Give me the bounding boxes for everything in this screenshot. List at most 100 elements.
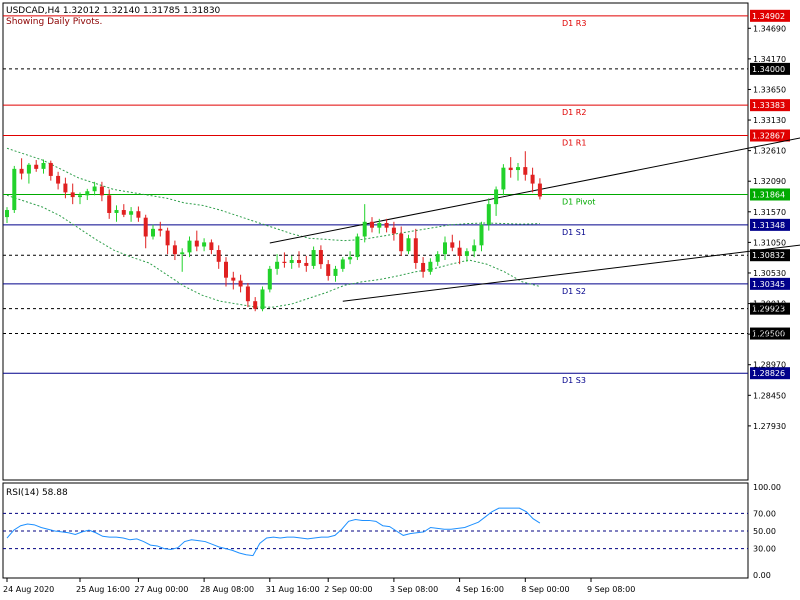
chart-symbol-line: USDCAD,H4 1.32012 1.32140 1.31785 1.3183… (6, 6, 221, 16)
rsi-tick-label: 30.00 (753, 545, 776, 554)
time-tick-label: 31 Aug 16:00 (266, 585, 320, 594)
time-axis: 24 Aug 2020 25 Aug 16:00 27 Aug 00:00 28 Au… (3, 578, 635, 594)
pivot-price-label: 1.28826 (752, 369, 785, 378)
candle-body (85, 191, 90, 196)
pivot-price-tag (750, 188, 790, 201)
candle-body (56, 175, 61, 184)
candle-body (114, 210, 119, 213)
candle-body (253, 301, 258, 309)
candle-body (501, 167, 506, 190)
pivot-name-label: D1 R1 (562, 139, 586, 148)
pivot-price-tag (750, 277, 790, 290)
pivot-price-tag (750, 218, 790, 231)
candle-body (63, 183, 68, 193)
time-tick-label: 24 Aug 2020 (3, 585, 54, 594)
candle-body (450, 242, 455, 248)
candle-body (12, 168, 17, 211)
candle-body (245, 286, 250, 302)
candle-body (311, 250, 316, 266)
candle-body (304, 262, 309, 266)
pivot-name-label: D1 S1 (562, 228, 586, 237)
candle-body (340, 259, 345, 269)
candle-body (19, 168, 24, 174)
candle-body (362, 221, 367, 237)
candle-body (391, 227, 396, 234)
main-panel-frame (2, 2, 749, 481)
time-tick-label: 28 Aug 08:00 (200, 585, 254, 594)
candle-body (326, 264, 331, 276)
candle-body (428, 261, 433, 272)
price-tick-label: 1.32090 (753, 177, 786, 186)
candle-body (216, 250, 221, 262)
candle-body (384, 222, 389, 228)
pivot-price-tag (750, 249, 790, 262)
candle-body (224, 261, 228, 278)
time-tick-label: 25 Aug 16:00 (76, 585, 130, 594)
candle-body (516, 167, 520, 171)
pivot-price-label: 1.29500 (752, 330, 785, 339)
price-tick-label: 1.32610 (753, 147, 786, 156)
candle-body (92, 186, 97, 192)
candle-body (443, 242, 447, 255)
candle-body (399, 233, 404, 252)
candle-body (486, 204, 491, 225)
candle-body (5, 210, 9, 218)
pivot-price-tag (750, 99, 790, 112)
candle-body (209, 242, 214, 251)
candle-body (297, 260, 301, 263)
candle-body (238, 280, 243, 287)
candle-body (107, 195, 112, 213)
candle-body (464, 251, 469, 256)
price-tick-label: 1.30530 (753, 269, 786, 278)
candle-body (435, 254, 440, 262)
pivot-price-tag (750, 367, 790, 380)
candle-body (121, 210, 126, 215)
channel-lower (342, 244, 800, 302)
price-axis: 1.34690 1.34170 1.33650 1.33130 1.32610 1.320… (748, 24, 786, 431)
pivot-price-label: 1.34902 (752, 12, 785, 21)
candle-body (275, 261, 280, 269)
price-tick-label: 1.31050 (753, 238, 786, 247)
pivot-price-tag (750, 327, 790, 340)
candle-body (348, 257, 353, 260)
candle-body (282, 261, 287, 263)
pivot-price-tag (750, 62, 790, 75)
candle-body (26, 164, 31, 174)
candle-body (530, 174, 535, 184)
rsi-tick-label: 100.00 (753, 483, 781, 492)
price-tick-label: 1.33130 (753, 116, 786, 125)
candle-body (355, 236, 360, 258)
candle-body (70, 192, 75, 198)
time-tick-label: 3 Sep 08:00 (390, 585, 438, 594)
price-tick-label: 1.30010 (753, 300, 786, 309)
bollinger-bands (6, 147, 541, 308)
pivot-price-tag (750, 129, 790, 142)
candle-body (370, 221, 374, 228)
pivot-price-label: 1.30832 (752, 251, 785, 260)
candle-body (421, 262, 426, 272)
candle-body (129, 211, 134, 215)
candle-body (289, 260, 294, 263)
price-tick-label: 1.28450 (753, 391, 786, 400)
candle-body (537, 183, 542, 197)
pivot-price-label: 1.29923 (752, 305, 785, 314)
price-tick-label: 1.29490 (753, 330, 786, 339)
candle-body (406, 238, 411, 252)
candle-body (78, 195, 82, 198)
candle-body (457, 247, 462, 256)
price-tick-label: 1.34690 (753, 24, 786, 33)
time-tick-label: 9 Sep 08:00 (587, 585, 635, 594)
price-tick-label: 1.31570 (753, 208, 786, 217)
candle-body (523, 167, 528, 175)
chart-subtitle: Showing Daily Pivots. (6, 17, 102, 27)
candle-body (158, 228, 163, 231)
candle-body (377, 222, 382, 228)
candle-body (172, 245, 177, 255)
pivot-price-tag (750, 9, 790, 22)
candle-body (260, 289, 265, 309)
candle-body (99, 186, 104, 196)
price-tick-label: 1.33650 (753, 85, 786, 94)
pivot-price-label: 1.31864 (752, 191, 785, 200)
candle-body (180, 252, 185, 255)
